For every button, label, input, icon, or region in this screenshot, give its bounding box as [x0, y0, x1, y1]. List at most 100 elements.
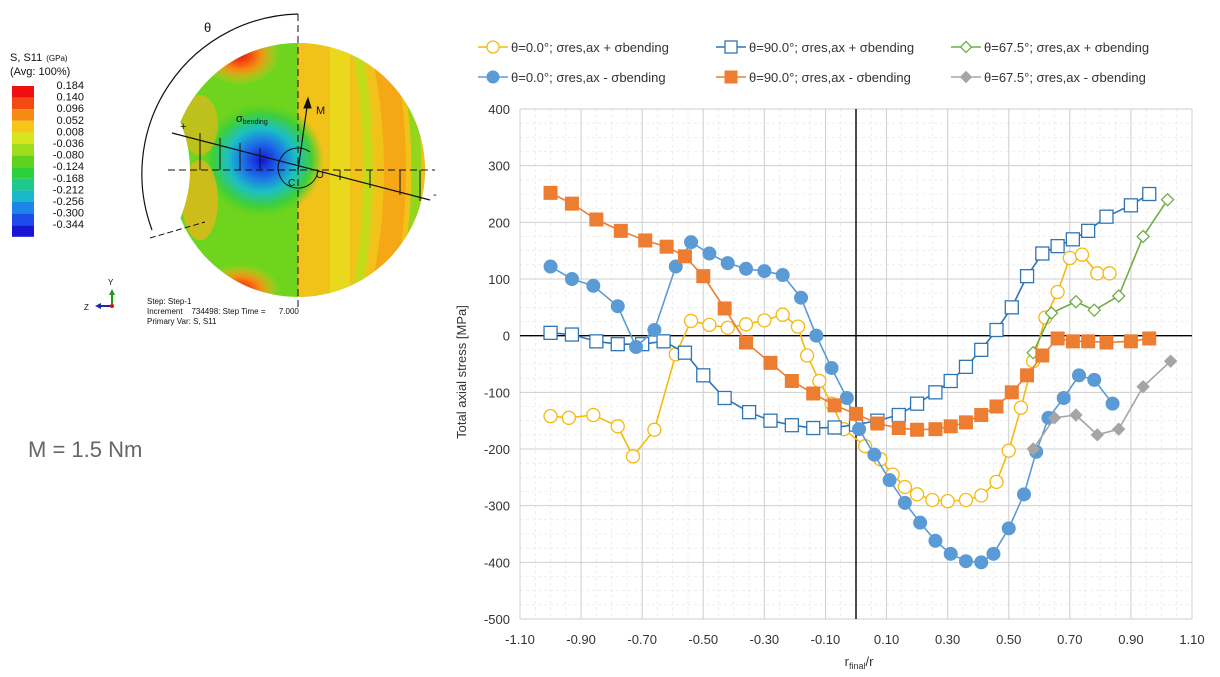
y-axis-label: Total axial stress [MPa]	[454, 305, 469, 439]
data-point	[913, 515, 928, 530]
legend-item: θ=67.5°; σres,ax - σbending	[951, 70, 1146, 85]
data-point	[1001, 521, 1016, 536]
x-tick-label: 0.70	[1057, 632, 1082, 647]
series-line	[550, 253, 1110, 502]
legend-item: θ=0.0°; σres,ax - σbending	[478, 70, 666, 85]
data-point	[775, 268, 790, 283]
moment-value-text: M = 1.5 Nm	[28, 437, 143, 462]
x-tick-label: -0.50	[688, 632, 718, 647]
moment-arrow-label: M	[316, 105, 325, 117]
data-point	[1163, 354, 1178, 368]
data-point	[1050, 284, 1065, 300]
point-o-label: O	[316, 170, 324, 181]
data-point	[1050, 238, 1065, 254]
step-info-line2: Increment 734498: Step Time = 7.000	[147, 307, 299, 316]
data-point	[696, 269, 711, 284]
data-point	[943, 373, 958, 389]
legend-title: S, S11 (GPa)	[10, 52, 68, 64]
data-point	[717, 301, 732, 316]
data-point	[1035, 246, 1050, 261]
data-point	[958, 492, 974, 508]
data-point	[1090, 428, 1105, 442]
data-point	[806, 386, 821, 401]
data-point	[696, 368, 711, 383]
legend-swatch	[12, 225, 34, 237]
data-point	[757, 313, 772, 328]
x-tick-label: 1.10	[1179, 632, 1204, 647]
data-point	[1004, 300, 1019, 315]
data-point	[647, 422, 662, 437]
legend-marker	[486, 40, 500, 54]
data-point	[827, 398, 842, 413]
data-point	[543, 259, 558, 274]
data-point	[1123, 198, 1139, 213]
y-tick-label: 400	[488, 102, 510, 117]
series-group	[543, 235, 1120, 570]
data-point	[870, 416, 885, 431]
series-group	[1026, 354, 1178, 456]
data-point	[1047, 411, 1062, 425]
data-point	[986, 546, 1001, 561]
data-point	[1087, 303, 1102, 318]
series-group	[543, 186, 1157, 436]
data-point	[974, 555, 989, 570]
data-point	[589, 334, 604, 349]
data-point	[647, 323, 662, 337]
data-point	[1099, 209, 1114, 224]
legend-label: θ=67.5°; σres,ax - σbending	[984, 70, 1146, 85]
data-point	[891, 421, 906, 436]
data-point	[1102, 266, 1117, 281]
data-point	[943, 546, 958, 561]
y-tick-label: -400	[484, 555, 510, 570]
data-point	[610, 299, 625, 314]
data-point	[1062, 250, 1077, 266]
y-tick-label: 300	[488, 159, 510, 174]
y-tick-label: -500	[484, 612, 510, 627]
legend-value: -0.300	[53, 208, 84, 220]
triad-y-label: Y	[108, 278, 114, 287]
legend-swatch	[12, 190, 34, 202]
legend-marker	[959, 40, 973, 54]
data-point	[958, 415, 973, 430]
data-point	[1065, 334, 1080, 349]
legend-value: -0.212	[53, 184, 84, 196]
data-point	[717, 390, 732, 406]
data-point	[852, 422, 867, 437]
legend-swatch	[12, 155, 34, 168]
x-tick-label: 0.30	[935, 632, 960, 647]
data-point	[1105, 396, 1120, 411]
x-tick-label: -0.90	[566, 632, 596, 647]
data-point	[784, 418, 800, 433]
data-point	[702, 246, 717, 261]
legend-value: -0.124	[53, 161, 84, 173]
data-point	[1026, 345, 1041, 360]
data-point	[1029, 444, 1044, 459]
data-point	[784, 374, 799, 388]
data-point	[739, 261, 754, 276]
data-point	[799, 348, 815, 363]
legend-label: θ=0.0°; σres,ax - σbending	[511, 70, 666, 85]
legend-item: θ=90.0°; σres,ax + σbending	[716, 40, 914, 55]
x-tick-label: 0.10	[874, 632, 899, 647]
data-point	[974, 342, 989, 357]
series-group	[543, 247, 1117, 509]
data-point	[610, 337, 625, 352]
data-point	[940, 493, 955, 509]
legend-value: 0.096	[56, 103, 84, 115]
axis-triad: Y Z	[84, 278, 115, 312]
x-axis-label: rfinal/r	[845, 654, 874, 671]
data-point	[790, 319, 806, 334]
legend-swatch	[12, 132, 34, 144]
data-point	[677, 345, 693, 360]
legend-swatch	[12, 120, 34, 133]
point-c-label: C	[288, 178, 295, 189]
data-point	[909, 487, 925, 502]
data-point	[638, 233, 653, 248]
data-point	[794, 290, 809, 305]
y-tick-label: -200	[484, 442, 510, 457]
data-point	[1136, 379, 1150, 394]
legend-value: -0.168	[53, 173, 84, 185]
data-point	[543, 185, 558, 200]
y-tick-label: -100	[484, 385, 510, 400]
legend-label: θ=0.0°; σres,ax + σbending	[511, 40, 669, 55]
